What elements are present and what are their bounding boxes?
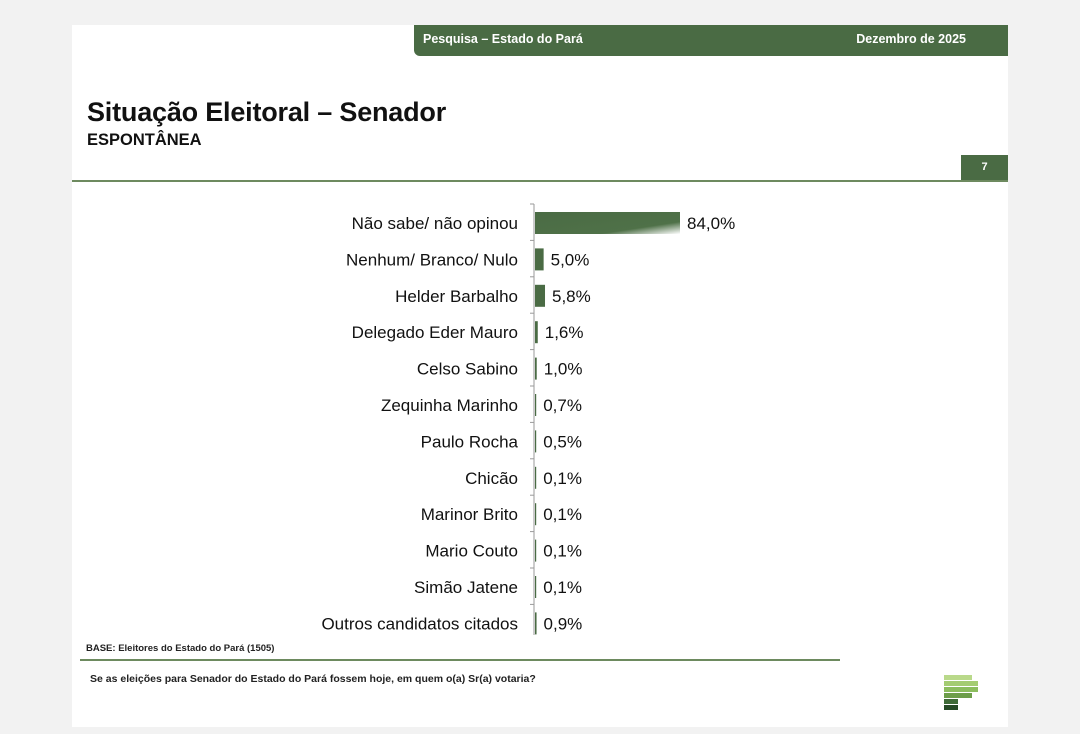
category-label: Nenhum/ Branco/ Nulo [346,250,518,269]
value-label: 5,0% [551,250,590,269]
page-number-badge: 7 [961,155,1008,180]
category-label: Zequinha Marinho [381,396,518,415]
bar [535,430,537,453]
header-bar: Pesquisa – Estado do Pará Dezembro de 20… [414,25,1008,56]
page-subtitle: ESPONTÂNEA [87,131,202,149]
category-label: Delegado Eder Mauro [352,323,518,342]
value-label: 0,1% [543,542,582,561]
category-label: Não sabe/ não opinou [352,214,518,233]
category-label: Celso Sabino [417,360,518,379]
bar [535,284,546,307]
category-label: Outros candidatos citados [321,614,518,633]
value-label: 0,7% [543,396,582,415]
survey-label: Pesquisa – Estado do Pará [423,32,583,46]
value-label: 0,1% [543,469,582,488]
bar [535,503,537,526]
page-title: Situação Eleitoral – Senador [87,97,447,127]
bar [535,212,680,234]
category-label: Simão Jatene [414,578,518,597]
category-label: Marinor Brito [421,505,518,524]
value-label: 5,8% [552,287,591,306]
bar [535,248,544,271]
bar [535,612,537,635]
bar [535,394,537,416]
category-label: Paulo Rocha [421,432,519,451]
top-divider [72,180,1008,182]
bar [535,321,538,344]
value-label: 0,1% [543,578,582,597]
value-label: 1,0% [544,360,583,379]
bar [535,539,537,562]
slide: Pesquisa – Estado do Pará Dezembro de 20… [72,25,1008,727]
value-label: 0,5% [543,432,582,451]
brand-logo-icon [944,675,978,710]
survey-question: Se as eleições para Senador do Estado do… [90,673,536,685]
bottom-divider [80,659,840,661]
value-label: 84,0% [687,214,735,233]
bar-chart: Não sabe/ não opinou 84,0% Nenhum/ Branco/… [321,203,735,635]
base-note: BASE: Eleitores do Estado do Pará (1505) [86,643,275,654]
category-label: Helder Barbalho [395,287,518,306]
bar [535,466,537,489]
category-label: Mario Couto [425,542,518,561]
value-label: 0,1% [543,505,582,524]
value-label: 0,9% [544,614,583,633]
bar [535,576,537,598]
category-label: Chicão [465,469,518,488]
value-label: 1,6% [545,323,584,342]
bar [535,357,537,380]
date-label: Dezembro de 2025 [856,32,966,46]
